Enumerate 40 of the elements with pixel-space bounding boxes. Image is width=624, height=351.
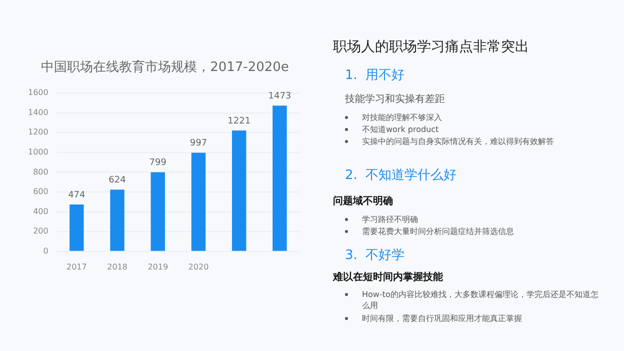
bar [70,204,84,251]
text: How-to的内容比较难找，大多数课程偏理论，学完后还是不知道怎么用 [362,290,598,310]
text: 不知道work product [362,125,439,134]
x-tick-label: 2019 [148,262,168,272]
bar [272,106,287,251]
text: 问题域不明确 [333,196,393,207]
y-tick-label: 1000 [28,147,48,156]
data-label: 474 [68,190,86,200]
y-tick-label: 200 [33,226,48,236]
x-tick-label: 2017 [66,262,87,272]
y-tick-label: 600 [33,187,48,196]
text: 学习路径不明确 [362,215,418,224]
chart-title: 中国职场在线教育市场规模，2017-2020e [40,58,290,77]
bar [191,152,206,251]
y-tick-label: 1200 [28,128,48,137]
bar [110,190,124,251]
bar [232,130,246,251]
data-label: 624 [108,175,126,186]
text: 3. 不好学 [345,248,405,263]
y-tick-label: 1600 [28,88,48,98]
x-tick-label: 2020 [188,262,209,272]
text: 实操中的问题与自身实际情况有关，难以得到有效解答 [362,137,554,146]
data-label: 1473 [268,91,292,102]
text: 时间有限，需要自行巩固和应用才能真正掌握 [362,314,522,323]
text: 对技能的理解不够深入 [362,113,442,122]
bar [150,172,165,251]
x-tick-label: 2018 [107,262,128,272]
text: 需要花费大量时间分析问题症结并筛选信息 [362,227,514,236]
data-label: 1221 [228,116,251,126]
data-label: 997 [190,138,208,149]
text: 职场人的职场学习痛点非常突出 [333,38,529,56]
text: 2. 不知道学什么好 [345,168,457,183]
y-tick-label: 1400 [28,108,48,117]
text: 难以在短时间内掌握技能 [333,272,443,283]
text: 技能学习和实操有差距 [345,94,445,105]
data-label: 799 [149,158,167,168]
text: 1. 用不好 [345,68,405,83]
y-tick-label: 0 [43,246,48,256]
y-tick-label: 800 [33,167,48,176]
y-tick-label: 400 [33,206,48,216]
